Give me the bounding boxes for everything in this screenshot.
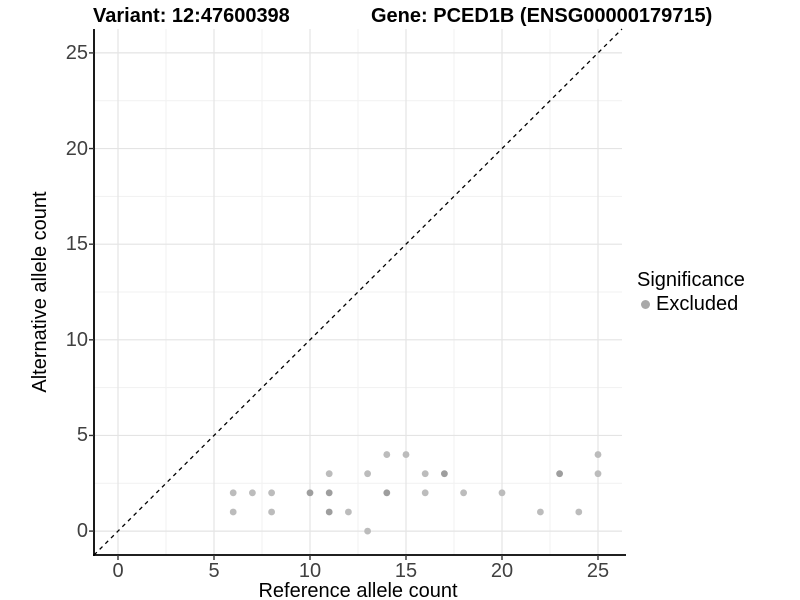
y-tick-label: 25 [65,41,88,64]
data-point [575,508,583,516]
data-point [537,508,544,516]
data-point [594,451,602,458]
data-point [229,508,237,516]
legend-item-label: Excluded [656,293,739,315]
data-point [364,527,371,535]
plot-title-gene: Gene: PCED1B (ENSG00000179715) [371,5,713,27]
data-point [421,470,429,478]
data-point-overlap [325,508,333,516]
x-axis-title: Reference allele count [258,580,458,600]
data-point [325,470,333,478]
x-tick-label: 15 [394,560,418,582]
y-tick-label: 15 [65,233,88,256]
data-point [421,489,429,497]
x-tick-label: 20 [490,560,514,582]
y-tick-label: 20 [65,137,88,160]
data-point [383,451,391,458]
data-point [268,508,275,516]
x-tick-label: 10 [298,560,322,582]
data-point [364,470,371,478]
y-tick-label: 0 [76,520,88,543]
x-tick-label: 0 [112,560,124,582]
y-tick-label: 10 [65,328,88,351]
data-point [249,489,256,497]
data-point-overlap [441,470,448,478]
data-point [268,489,275,497]
data-point [229,489,237,497]
legend-title: Significance [637,269,745,291]
data-point [498,489,506,497]
y-tick-label: 5 [76,424,88,447]
data-point [402,451,410,458]
data-point [594,470,602,478]
legend: Significance Excluded [637,268,745,316]
data-point-overlap [306,489,314,497]
data-point-overlap [383,489,391,497]
data-point-overlap [325,489,333,497]
data-point [460,489,467,497]
legend-item-excluded: Excluded [641,292,745,316]
data-point [345,508,352,516]
plot-title-variant: Variant: 12:47600398 [93,5,290,27]
legend-point-icon [641,299,650,309]
y-axis-title: Alternative allele count [29,191,51,393]
data-point-overlap [556,470,563,478]
x-tick-label: 25 [586,560,610,582]
x-tick-label: 5 [208,560,220,582]
